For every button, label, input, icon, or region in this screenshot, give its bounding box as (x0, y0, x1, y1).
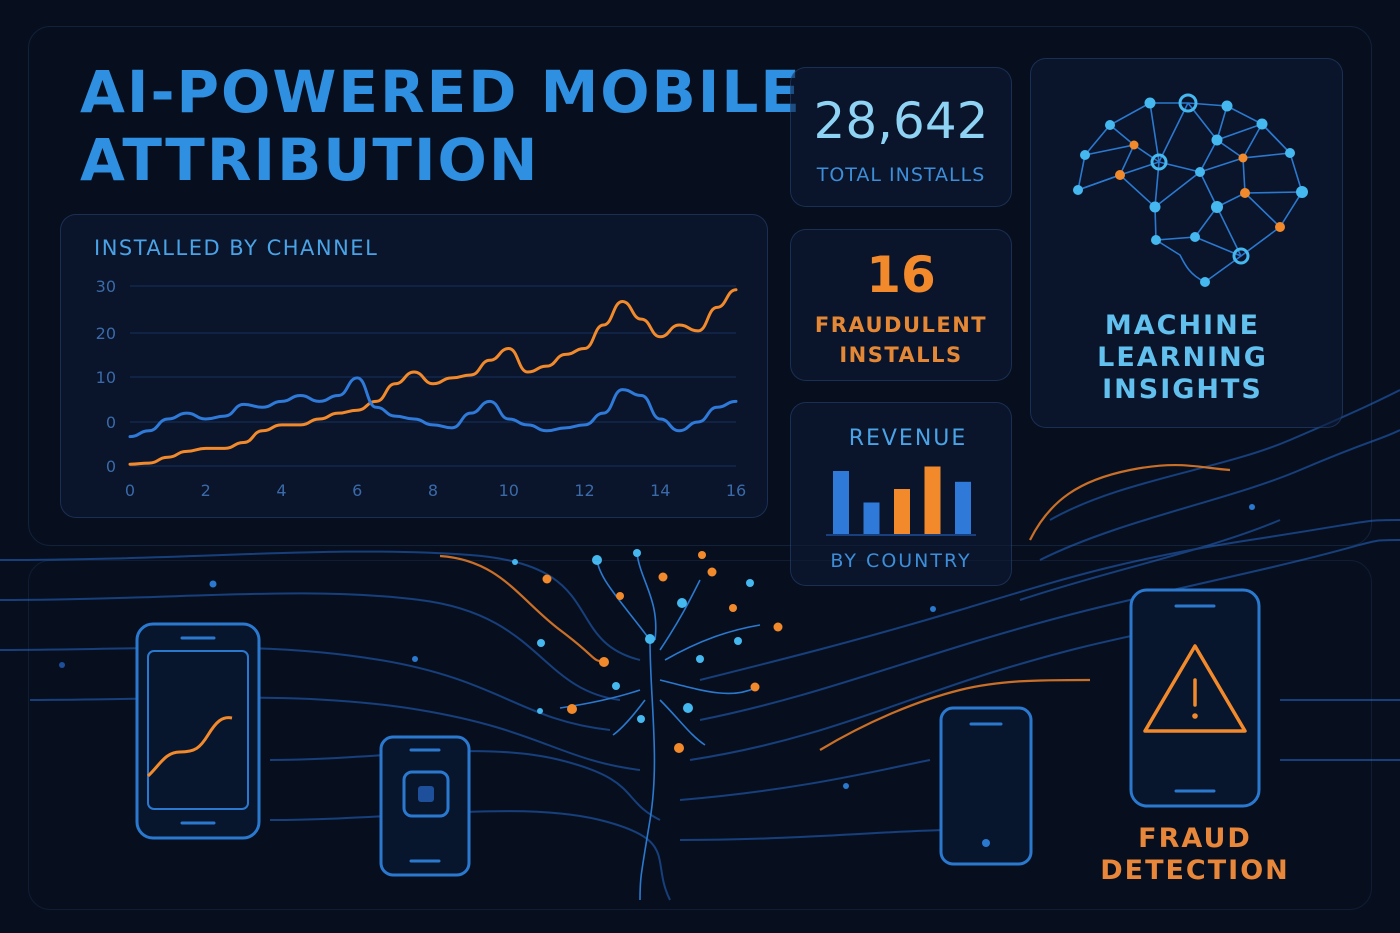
fraudulent-installs-card (790, 229, 1012, 381)
x-tick-label: 6 (352, 481, 362, 500)
y-tick-label: 0 (106, 413, 116, 432)
fraud-detection-label: FRAUD DETECTION (1090, 823, 1300, 887)
revenue-bar (955, 481, 971, 534)
fraud-detection-line2: DETECTION (1100, 855, 1290, 886)
revenue-title: REVENUE (848, 426, 968, 451)
x-tick-label: 0 (125, 481, 135, 500)
channel-chart-panel (60, 214, 768, 518)
revenue-bar-chart (826, 466, 976, 536)
phone-warning-icon (1129, 588, 1261, 808)
x-tick-label: 4 (276, 481, 286, 500)
fraudulent-installs-value: 16 (866, 246, 936, 304)
fraudulent-label-line1: FRAUDULENT (814, 313, 988, 337)
ml-label-line1: MACHINE (1104, 310, 1261, 341)
ml-label-line2: LEARNING (1097, 342, 1268, 373)
revenue-bar (833, 471, 849, 534)
page-title-line2: ATTRIBUTION (80, 126, 540, 194)
total-installs-value: 28,642 (813, 92, 989, 150)
x-tick-label: 8 (428, 481, 438, 500)
phone-plain-icon (939, 706, 1033, 866)
fraudulent-label-line2: INSTALLS (839, 343, 963, 367)
warning-triangle-icon (1143, 644, 1247, 733)
phone-chart-icon (135, 622, 261, 840)
fraudulent-installs-label: FRAUDULENT INSTALLS (790, 310, 1012, 370)
fraud-detection-line1: FRAUD (1138, 823, 1252, 854)
x-tick-label: 12 (574, 481, 594, 500)
y-tick-label: 20 (96, 324, 116, 343)
y-tick-label: 0 (106, 457, 116, 476)
revenue-subtitle: BY COUNTRY (830, 550, 972, 572)
revenue-bar (894, 489, 910, 534)
ml-label-line3: INSIGHTS (1102, 374, 1263, 405)
revenue-bar (924, 466, 941, 534)
total-installs-card (790, 67, 1012, 207)
series-line-orange (128, 288, 738, 466)
series-line-blue (128, 376, 738, 439)
x-tick-label: 2 (201, 481, 211, 500)
x-tick-label: 16 (726, 481, 746, 500)
main-frame (28, 26, 1372, 546)
y-tick-label: 10 (96, 368, 116, 387)
revenue-bar (863, 502, 880, 534)
ml-insights-label: MACHINE LEARNING INSIGHTS (1030, 310, 1335, 406)
x-tick-label: 14 (650, 481, 670, 500)
x-tick-label: 10 (499, 481, 519, 500)
phone-app-icon (379, 735, 471, 877)
page-title: AI-POWERED MOBILE ATTRIBUTION (80, 58, 802, 194)
chart-title: INSTALLED BY CHANNEL (94, 236, 379, 260)
total-installs-label: TOTAL INSTALLS (816, 164, 986, 186)
bottom-frame (28, 560, 1372, 910)
ml-insights-card (1030, 58, 1343, 428)
page-title-line1: AI-POWERED MOBILE (80, 58, 802, 126)
y-tick-label: 30 (96, 277, 116, 296)
